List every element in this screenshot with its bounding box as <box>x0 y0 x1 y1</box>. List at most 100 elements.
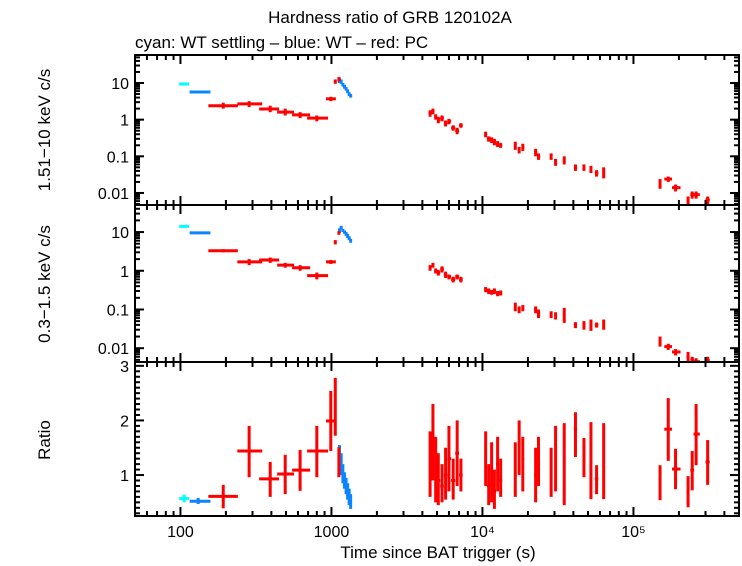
data-point-pc <box>447 274 452 280</box>
data-point-wt <box>349 494 353 509</box>
data-point-pc <box>333 79 337 84</box>
data-point-pc <box>664 398 673 461</box>
data-point-wt <box>349 238 353 243</box>
data-point-pc <box>534 148 538 157</box>
data-point-pc <box>672 448 681 490</box>
data-point-pc <box>554 312 558 320</box>
data-point-pc <box>536 153 541 160</box>
data-point-pc <box>554 425 558 492</box>
panel-frame-hard <box>134 54 740 206</box>
data-point-pc <box>589 422 593 500</box>
data-point-pc <box>562 156 566 165</box>
y-axis-label-ratio: Ratio <box>35 420 54 460</box>
data-point-pc <box>436 116 441 124</box>
data-point-pc <box>428 110 432 117</box>
data-point-pc <box>237 101 263 108</box>
data-point-wt-settling <box>179 82 190 86</box>
data-point-wt-settling <box>179 494 190 503</box>
data-point-wt <box>339 225 343 230</box>
data-point-pc <box>277 262 295 268</box>
data-point-pc <box>277 108 295 116</box>
data-point-pc <box>208 102 238 109</box>
data-point-wt-settling <box>179 224 190 228</box>
data-point-pc <box>549 447 553 497</box>
data-point-pc <box>664 176 673 182</box>
data-point-pc <box>434 268 438 274</box>
data-point-pc <box>486 136 491 142</box>
data-point-pc <box>573 322 578 329</box>
y-tick-label: 1 <box>120 264 129 281</box>
data-point-pc <box>333 240 337 245</box>
data-point-pc <box>486 464 491 506</box>
data-point-pc <box>582 164 586 171</box>
y-tick-label: 0.1 <box>107 302 129 319</box>
data-point-pc <box>237 425 263 478</box>
data-point-pc <box>443 447 448 500</box>
y-tick-label: 1 <box>120 113 129 130</box>
data-point-pc <box>292 265 311 271</box>
data-point-pc <box>337 77 341 82</box>
data-point-pc <box>536 436 541 486</box>
data-point-wt <box>346 233 350 239</box>
x-tick-label: 10⁵ <box>621 524 645 541</box>
data-point-pc <box>259 105 280 113</box>
data-point-pc <box>307 425 329 478</box>
data-point-wt <box>349 94 353 98</box>
data-point-pc <box>705 440 710 485</box>
data-point-pc <box>536 309 541 319</box>
data-point-pc <box>431 108 435 115</box>
data-point-pc <box>447 425 452 492</box>
data-point-pc <box>428 265 432 271</box>
x-axis-label: Time since BAT trigger (s) <box>340 543 535 562</box>
data-point-pc <box>690 356 695 362</box>
data-point-pc <box>436 453 441 506</box>
data-point-pc <box>436 269 441 276</box>
data-point-wt <box>344 86 348 91</box>
x-tick-label: 10⁴ <box>470 524 495 541</box>
data-point-pc <box>451 125 456 131</box>
data-point-pc <box>292 112 311 119</box>
data-point-pc <box>496 141 500 147</box>
data-point-pc <box>333 377 337 436</box>
data-point-pc <box>693 191 700 199</box>
data-point-pc <box>602 319 606 330</box>
chart-subtitle: cyan: WT settling – blue: WT – red: PC <box>135 33 428 52</box>
data-point-pc <box>292 449 311 491</box>
data-marks-ratio <box>179 377 710 509</box>
data-point-pc <box>573 164 578 171</box>
data-point-pc <box>451 458 456 500</box>
data-point-pc <box>582 437 586 478</box>
data-point-pc <box>496 436 500 492</box>
data-point-wt <box>189 90 211 94</box>
data-point-pc <box>492 288 497 295</box>
data-point-pc <box>562 307 566 323</box>
data-point-pc <box>513 302 517 312</box>
data-point-pc <box>589 165 593 174</box>
data-marks-hard <box>179 77 710 205</box>
data-point-pc <box>513 442 517 497</box>
panel-hard: 10 1 0.1 0.01 <box>98 54 740 206</box>
data-point-pc <box>259 461 280 497</box>
chart-title: Hardness ratio of GRB 120102A <box>268 8 512 27</box>
data-point-pc <box>440 115 444 122</box>
data-point-pc <box>259 257 280 263</box>
y-tick-label: 0.1 <box>107 149 129 166</box>
data-point-pc <box>337 231 341 235</box>
data-point-pc <box>431 404 435 481</box>
data-point-pc <box>705 196 710 205</box>
data-point-pc <box>582 321 586 330</box>
data-point-pc <box>664 343 673 350</box>
data-point-pc <box>686 351 690 362</box>
y-tick-label: 0.01 <box>98 341 129 358</box>
data-point-pc <box>534 306 538 314</box>
y-tick-label: 3 <box>120 359 129 376</box>
data-point-pc <box>499 290 503 296</box>
data-point-pc <box>658 336 662 347</box>
y-tick-label: 1 <box>120 468 129 485</box>
x-tick-label: 1000 <box>314 524 350 541</box>
data-point-pc <box>573 412 578 458</box>
data-point-pc <box>434 114 438 120</box>
data-point-pc <box>690 191 695 199</box>
